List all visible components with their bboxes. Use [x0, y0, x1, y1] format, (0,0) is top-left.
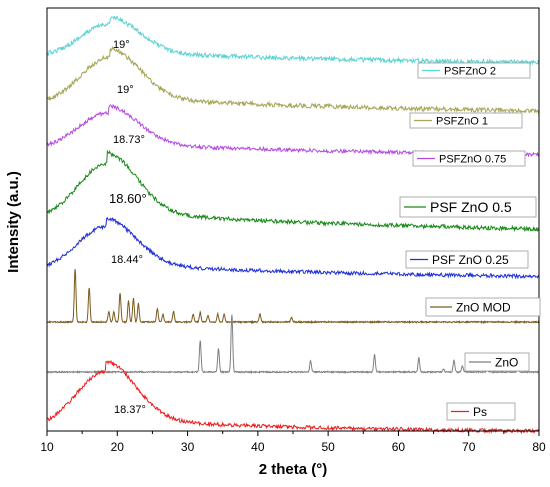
peak-label-psfzno-0-75: 18.73° — [113, 134, 145, 146]
x-tick-label: 70 — [462, 440, 476, 454]
x-tick-label: 40 — [251, 440, 265, 454]
x-tick-label: 20 — [111, 440, 125, 454]
legend-box — [405, 250, 529, 269]
series-line-psf-zno-0-5 — [46, 149, 540, 233]
legend-psfzno-2: PSFZnO 2 — [417, 62, 531, 79]
series-line-zno — [46, 314, 540, 375]
legend-box — [399, 196, 537, 218]
legend-text: ZnO — [495, 355, 518, 369]
legend-zno: ZnO — [464, 352, 530, 372]
legend-zno-mod: ZnO MOD — [425, 297, 541, 317]
peak-label-psfzno-1: 19° — [117, 84, 134, 96]
x-tick-label: 60 — [392, 440, 406, 454]
legend-text: Ps — [473, 405, 487, 419]
plot-traces — [46, 15, 540, 435]
legend-text: PSFZnO 1 — [436, 115, 488, 127]
legend-box — [417, 62, 531, 79]
series-line-psf-zno-0-25 — [46, 217, 540, 280]
legend-psf-zno-0-5: PSF ZnO 0.5 — [399, 196, 537, 218]
legend-box — [464, 352, 530, 372]
series-line-psfzno-2 — [46, 15, 540, 66]
peak-labels: 19° 19° 18.73° 18.60° 18.44° 18.37° — [109, 39, 147, 416]
series-line-psfzno-0-75 — [46, 104, 540, 158]
series-line-ps — [46, 359, 540, 435]
x-ticks: 10 20 30 40 50 60 70 80 — [40, 431, 546, 454]
peak-label-psf-zno-0-5: 18.60° — [109, 191, 147, 206]
series-line-zno-mod — [46, 268, 540, 325]
x-tick-label: 80 — [532, 440, 546, 454]
legend-psfzno-1: PSFZnO 1 — [409, 112, 523, 129]
peak-label-psf-zno-0-25: 18.44° — [111, 254, 143, 266]
legend-text: PSF ZnO 0.5 — [430, 199, 512, 215]
x-axis-label: 2 theta (°) — [259, 461, 328, 478]
legend-text: PSFZnO 2 — [444, 65, 496, 77]
legend-text: ZnO MOD — [456, 300, 511, 314]
legend-box — [425, 297, 541, 317]
legends: PSFZnO 2 PSFZnO 1 PSFZnO 0.75 PSF ZnO 0.5 PS… — [399, 62, 541, 421]
legend-box — [409, 112, 523, 129]
x-tick-label: 50 — [321, 440, 335, 454]
legend-psf-zno-0-25: PSF ZnO 0.25 — [405, 250, 529, 269]
peak-label-psfzno-2: 19° — [113, 39, 130, 51]
x-tick-label: 30 — [181, 440, 195, 454]
legend-text: PSF ZnO 0.25 — [432, 253, 509, 267]
legend-ps: Ps — [446, 402, 516, 421]
legend-text: PSFZnO 0.75 — [439, 153, 506, 165]
legend-psfzno-0-75: PSFZnO 0.75 — [412, 150, 526, 167]
series-line-psfzno-1 — [46, 45, 540, 115]
y-axis-label: Intensity (a.u.) — [5, 171, 22, 273]
legend-box — [446, 402, 516, 421]
peak-label-ps: 18.37° — [114, 404, 146, 416]
x-tick-label: 10 — [40, 440, 54, 454]
legend-box — [412, 150, 526, 167]
